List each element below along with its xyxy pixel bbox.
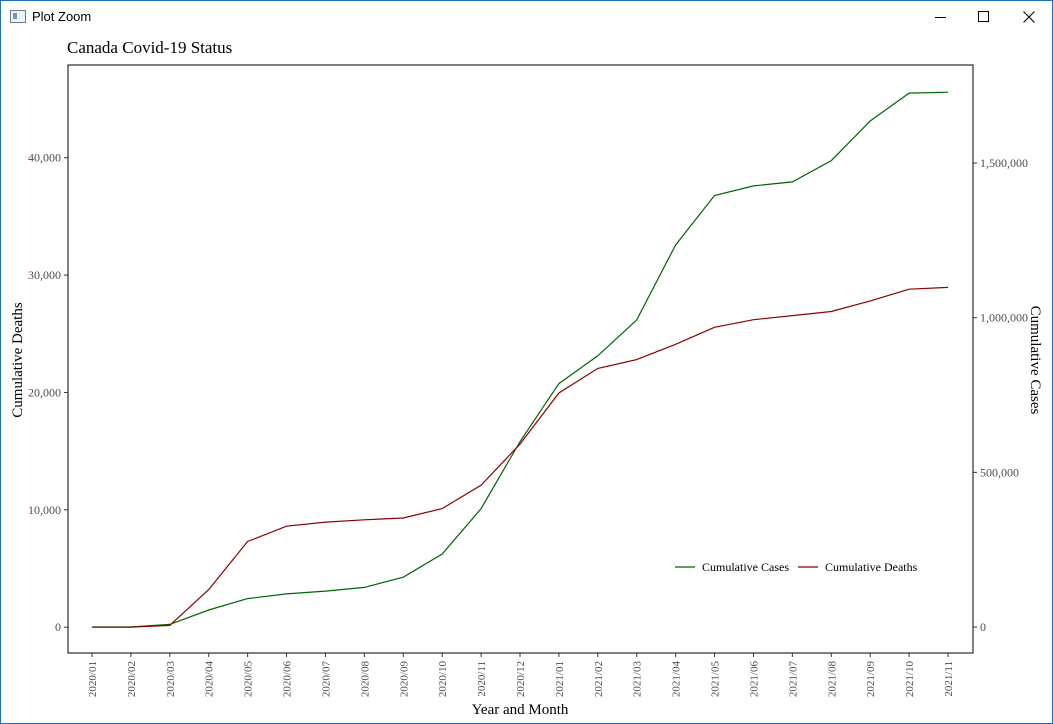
x-tick-label: 2020/05 [243, 661, 255, 698]
x-tick-label: 2021/06 [748, 661, 760, 698]
right-tick-label: 1,500,000 [980, 156, 1028, 170]
plot-panel [67, 64, 974, 654]
x-tick-label: 2021/07 [787, 661, 799, 698]
left-y-axis: 0 10,000 20,000 30,000 40,000 [28, 151, 68, 634]
right-tick-label: 500,000 [980, 465, 1019, 479]
x-tick-label: 2020/07 [320, 661, 332, 698]
plot-window-icon [10, 10, 26, 23]
minimize-icon [935, 16, 946, 18]
x-tick-label: 2021/11 [943, 661, 955, 697]
x-tick-label: 2021/09 [865, 661, 877, 698]
x-tick-label: 2021/03 [632, 661, 644, 698]
x-tick-label: 2021/05 [710, 661, 722, 698]
x-tick-label: 2020/10 [437, 661, 449, 698]
x-tick-label: 2020/08 [359, 661, 371, 698]
left-tick-label: 10,000 [28, 503, 61, 517]
x-axis-label: Year and Month [472, 702, 569, 718]
y-axis-right-label: Cumulative Cases [1027, 306, 1043, 415]
x-tick-label: 2020/03 [165, 661, 177, 698]
left-tick-label: 20,000 [28, 385, 61, 399]
close-button[interactable] [1006, 1, 1052, 32]
chart-title: Canada Covid-19 Status [67, 38, 232, 57]
right-tick-label: 0 [980, 620, 986, 634]
chart-canvas: Canada Covid-19 Status 0 10,000 20,000 30,0… [10, 38, 1043, 718]
minimize-button[interactable] [918, 1, 964, 32]
legend-label-deaths: Cumulative Deaths [825, 560, 918, 574]
close-icon [1023, 10, 1035, 23]
x-tick-label: 2020/12 [515, 661, 527, 697]
x-tick-label: 2020/04 [204, 661, 216, 698]
left-tick-label: 40,000 [28, 151, 61, 165]
legend-label-cases: Cumulative Cases [702, 560, 789, 574]
right-y-axis: 0 500,000 1,000,000 1,500,000 [973, 156, 1028, 634]
right-tick-label: 1,000,000 [980, 311, 1028, 325]
title-bar[interactable]: Plot Zoom [1, 1, 1052, 32]
window-title: Plot Zoom [32, 9, 92, 24]
x-tick-label: 2020/11 [476, 661, 488, 697]
left-tick-label: 30,000 [28, 268, 61, 282]
series-line-cumulative-deaths [92, 286, 949, 628]
x-tick-label: 2020/02 [126, 661, 138, 697]
maximize-button[interactable] [961, 1, 1007, 32]
legend: Cumulative Cases Cumulative Deaths [675, 560, 918, 574]
x-tick-label: 2021/02 [593, 661, 605, 697]
x-tick-label: 2021/10 [904, 661, 916, 698]
x-tick-label: 2021/04 [671, 661, 683, 698]
x-axis: 2020/01 2020/02 2020/03 2020/04 2020/05 2020/… [87, 653, 955, 697]
x-tick-label: 2020/01 [87, 661, 99, 697]
series-line-cumulative-cases [92, 91, 949, 628]
y-axis-left-label: Cumulative Deaths [10, 302, 26, 418]
left-tick-label: 0 [55, 620, 61, 634]
x-tick-label: 2021/01 [554, 661, 566, 697]
series-layer [92, 91, 949, 628]
maximize-icon [978, 10, 989, 22]
x-tick-label: 2020/06 [282, 661, 294, 698]
x-tick-label: 2021/08 [826, 661, 838, 698]
x-tick-label: 2020/09 [398, 661, 410, 698]
